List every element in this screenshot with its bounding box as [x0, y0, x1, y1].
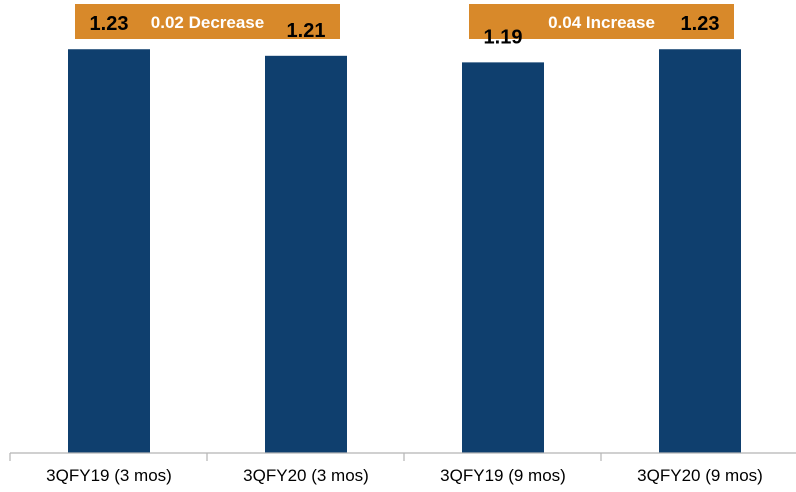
bar — [68, 49, 150, 453]
data-label: 1.23 — [90, 13, 129, 35]
data-label: 1.19 — [484, 26, 523, 48]
x-tick-label: 3QFY20 (3 mos) — [243, 466, 369, 485]
data-label: 1.23 — [681, 13, 720, 35]
x-tick-label: 3QFY19 (9 mos) — [440, 466, 566, 485]
annotation-banner — [75, 4, 340, 39]
value-labels: 1.23 1.21 1.19 1.23 — [90, 13, 720, 48]
annotation-banners: 0.02 Decrease 0.04 Increase — [75, 4, 734, 39]
bar — [659, 49, 741, 453]
bar — [462, 62, 544, 453]
bars — [68, 49, 741, 453]
bar — [265, 55, 347, 453]
annotation-text: 0.02 Decrease — [151, 13, 264, 32]
x-tick-labels: 3QFY19 (3 mos) 3QFY20 (3 mos) 3QFY19 (9 mo… — [46, 466, 763, 485]
x-tick-label: 3QFY19 (3 mos) — [46, 466, 172, 485]
annotation-text: 0.04 Increase — [548, 13, 655, 32]
data-label: 1.21 — [287, 20, 326, 42]
x-tick-label: 3QFY20 (9 mos) — [637, 466, 763, 485]
annotation-banner — [469, 4, 734, 39]
x-axis — [9, 452, 796, 461]
